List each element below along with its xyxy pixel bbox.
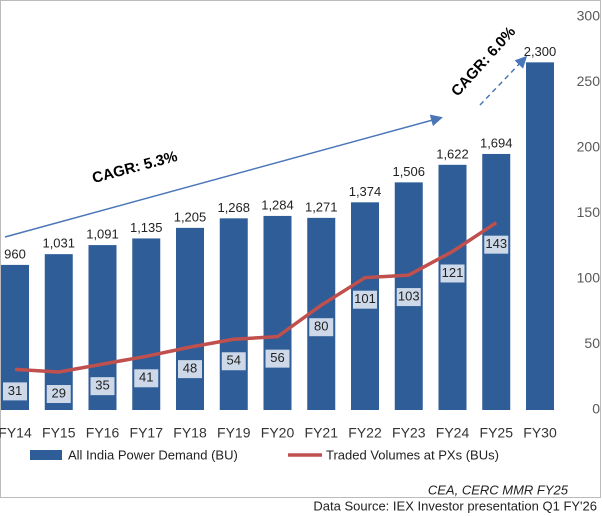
x-tick-label: FY15: [42, 425, 76, 441]
x-tick-label: FY23: [392, 425, 426, 441]
annotation: CAGR: 6.0%: [448, 23, 519, 99]
bar: [526, 62, 554, 410]
bar-value-label: 2,300: [524, 44, 557, 59]
y2-tick-label: 200: [577, 139, 601, 155]
bar-value-label: 1,271: [305, 199, 338, 214]
bar-value-label: 1,506: [392, 164, 425, 179]
x-tick-label: FY24: [436, 425, 470, 441]
bar-value-label: 1,284: [261, 197, 294, 212]
x-tick-label: FY19: [217, 425, 251, 441]
x-tick-label: FY25: [480, 425, 514, 441]
y2-tick-label: 100: [577, 270, 601, 286]
x-tick-label: FY17: [130, 425, 164, 441]
line-label-box: [90, 377, 115, 396]
y2-tick-label: 250: [577, 73, 601, 89]
y2-tick-label: 300: [577, 8, 601, 24]
line: [14, 221, 498, 374]
line-label-box: [309, 318, 334, 337]
line-label-box: [396, 288, 421, 307]
bar: [438, 164, 467, 410]
line-label-box: [484, 235, 509, 254]
bar-value-label: 960: [4, 246, 26, 261]
bar-value-label: 1,135: [130, 220, 163, 235]
source-note: Data Source: IEX Investor presentation Q…: [313, 498, 597, 513]
bar: [44, 254, 73, 410]
x-tick-label: FY18: [173, 425, 207, 441]
line-value-label: 41: [139, 370, 153, 385]
bar: [176, 227, 204, 410]
bar: [219, 218, 248, 410]
x-tick-label: FY22: [348, 425, 382, 441]
bar-value-label: 1,091: [86, 227, 119, 242]
line-label-box: [3, 382, 27, 401]
line-label-box: [134, 369, 159, 388]
legend-label: All India Power Demand (BU): [68, 447, 238, 462]
bar-value-label: 1,694: [480, 135, 513, 150]
bar: [263, 215, 292, 410]
y2-tick-label: 150: [577, 204, 601, 220]
line-value-label: 56: [270, 350, 284, 365]
bar-value-label: 1,031: [42, 236, 75, 251]
line-value-label: 35: [95, 378, 109, 393]
line-label-box: [440, 264, 465, 283]
x-tick-label: FY20: [261, 425, 295, 441]
bar-value-label: 1,205: [174, 209, 207, 224]
x-tick-label: FY30: [523, 425, 557, 441]
y2-tick-label: 50: [584, 335, 600, 351]
line-label-box: [265, 349, 290, 368]
line-value-label: 121: [442, 265, 464, 280]
line-value-label: 80: [314, 319, 328, 334]
legend-swatch: [30, 450, 62, 460]
legend-label: Traded Volumes at PXs (BUs): [326, 447, 499, 462]
line-value-label: 29: [52, 385, 66, 400]
line-value-label: 101: [354, 291, 376, 306]
line-value-label: 143: [485, 236, 507, 251]
bar: [482, 153, 511, 411]
bar-value-label: 1,622: [436, 146, 469, 161]
line-value-label: 103: [398, 289, 420, 304]
cagr-arrow: [4, 114, 443, 238]
cagr-arrow-dashed: [479, 55, 528, 106]
bar-value-label: 1,268: [217, 200, 250, 215]
line-label-box: [353, 290, 377, 309]
line-value-label: 48: [183, 361, 197, 376]
line-value-label: 31: [8, 383, 22, 398]
y2-tick-label: 0: [592, 401, 600, 417]
chart-border: [0, 0, 601, 498]
line-label-box: [46, 385, 71, 404]
source-note: CEA, CERC MMR FY25: [428, 482, 569, 497]
x-tick-label: FY21: [305, 425, 339, 441]
line-value-label: 54: [227, 353, 241, 368]
line-label-box: [221, 352, 246, 371]
bar-value-label: 1,374: [349, 184, 382, 199]
x-tick-label: FY14: [0, 425, 32, 441]
line-label-box: [178, 360, 202, 379]
x-tick-label: FY16: [86, 425, 120, 441]
annotation: CAGR: 5.3%: [90, 148, 179, 187]
